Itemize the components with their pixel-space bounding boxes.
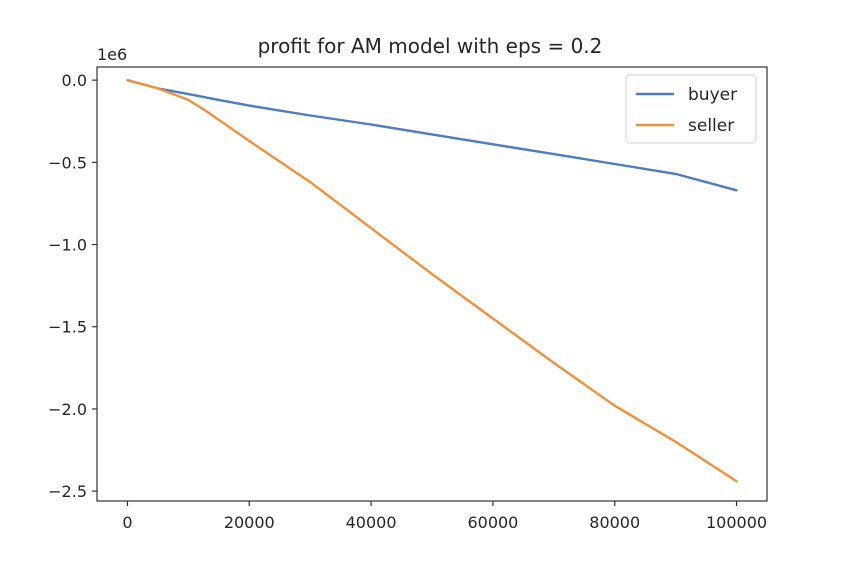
y-tick-label: −0.5 <box>48 153 87 172</box>
y-tick-label: −2.0 <box>48 400 87 419</box>
legend-label-buyer: buyer <box>688 85 737 105</box>
y-tick-label: −2.5 <box>48 482 87 501</box>
y-tick-label: 0.0 <box>62 71 87 90</box>
x-tick-label: 60000 <box>467 513 518 532</box>
y-axis-offset-label: 1e6 <box>97 45 127 64</box>
x-tick-label: 20000 <box>224 513 275 532</box>
x-tick-label: 0 <box>122 513 132 532</box>
x-tick-label: 40000 <box>346 513 397 532</box>
legend: buyer seller <box>626 75 756 143</box>
x-tick-label: 80000 <box>589 513 640 532</box>
chart-title: profit for AM model with eps = 0.2 <box>258 34 603 58</box>
legend-label-seller: seller <box>688 116 734 136</box>
y-tick-label: −1.5 <box>48 318 87 337</box>
x-tick-label: 100000 <box>706 513 767 532</box>
y-tick-label: −1.0 <box>48 236 87 255</box>
